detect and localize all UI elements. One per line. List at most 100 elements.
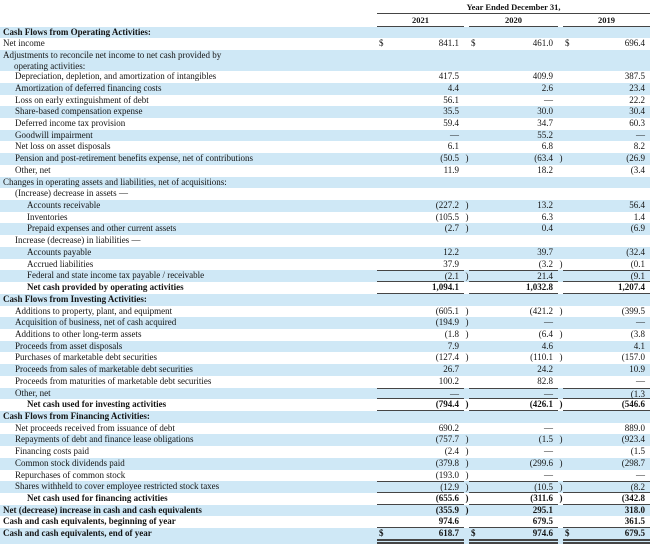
value-cell xyxy=(377,177,464,189)
row-label: Proceeds from sales of marketable debt s… xyxy=(0,364,377,376)
value: 1,207.4 xyxy=(575,282,650,293)
dollar-sign xyxy=(469,259,481,271)
value: 974.6 xyxy=(481,528,558,539)
dollar-sign xyxy=(469,352,481,364)
row-label: (Increase) decrease in assets — xyxy=(0,188,377,200)
value-cell: 34.7 xyxy=(469,118,558,130)
value: 35.5 xyxy=(389,106,464,118)
year-column-2019: 2019 xyxy=(563,15,650,27)
value: 11.9 xyxy=(389,165,464,177)
dollar-sign xyxy=(563,482,575,492)
dollar-sign xyxy=(377,516,389,527)
value-cell: 22.2 xyxy=(563,95,650,107)
value-cell: (605.1) xyxy=(377,306,464,318)
value-cell: (1.5) xyxy=(469,434,558,446)
value-cell: 361.5 xyxy=(563,516,650,528)
row-label: Share-based compensation expense xyxy=(0,106,377,118)
dollar-sign xyxy=(377,200,389,212)
dollar-sign: $ xyxy=(563,528,575,539)
dollar-sign: $ xyxy=(377,38,389,50)
dollar-sign xyxy=(563,271,575,281)
value-cell xyxy=(563,50,650,71)
value: 30.0 xyxy=(481,106,558,118)
value-cell xyxy=(377,235,464,247)
value-cell: (379.8) xyxy=(377,458,464,470)
value-cell: (421.2) xyxy=(469,306,558,318)
dollar-sign xyxy=(377,423,389,435)
table-row: Adjustments to reconcile net income to n… xyxy=(0,50,650,71)
dollar-sign xyxy=(469,282,481,293)
value: (32.4) xyxy=(575,247,650,259)
value: 56.4 xyxy=(575,200,650,212)
dollar-sign xyxy=(377,446,389,458)
value-cell: 39.7 xyxy=(469,247,558,259)
dollar-sign xyxy=(377,505,389,517)
value: (6.9) xyxy=(575,223,650,235)
dollar-sign xyxy=(377,259,389,271)
dollar-sign xyxy=(377,470,389,482)
value: (426.1) xyxy=(481,399,558,410)
value: (379.8) xyxy=(389,458,464,470)
table-row: Acquisition of business, net of cash acq… xyxy=(0,317,650,329)
value-cell: — xyxy=(469,317,558,329)
value-cell: 56.1 xyxy=(377,95,464,107)
row-label: Prepaid expenses and other current asset… xyxy=(0,223,377,235)
value-cell xyxy=(563,188,650,200)
value-cell: — xyxy=(563,470,650,482)
dollar-sign xyxy=(563,341,575,353)
dollar-sign xyxy=(377,95,389,107)
value: — xyxy=(481,446,558,458)
value: (194.9) xyxy=(389,317,464,329)
value: (546.6) xyxy=(575,399,650,410)
value-cell: (26.9) xyxy=(563,153,650,165)
dollar-sign xyxy=(563,389,575,399)
value: 409.9 xyxy=(481,71,558,83)
value-cell: — xyxy=(563,376,650,388)
dollar-sign xyxy=(377,399,389,410)
value-cell: 387.5 xyxy=(563,71,650,83)
value-cell: (6.9) xyxy=(563,223,650,235)
value-cell: 11.9 xyxy=(377,165,464,177)
value: 4.1 xyxy=(575,341,650,353)
value-cell: (10.5) xyxy=(469,481,558,493)
dollar-sign: $ xyxy=(563,38,575,50)
value: (193.0) xyxy=(389,470,464,482)
value: (605.1) xyxy=(389,306,464,318)
value-cell: 417.5 xyxy=(377,71,464,83)
row-label: Accrued liabilities xyxy=(0,259,377,271)
value-cell xyxy=(469,188,558,200)
value-cell: — xyxy=(563,317,650,329)
value: (8.2) xyxy=(575,482,650,492)
value-cell: 55.2 xyxy=(469,130,558,142)
value-cell: 6.8 xyxy=(469,141,558,153)
table-row: Net cash used for financing activities(6… xyxy=(0,493,650,505)
value: (3.8) xyxy=(575,329,650,341)
table-row: Repayments of debt and finance lease obl… xyxy=(0,434,650,446)
value-cell: 24.2 xyxy=(469,364,558,376)
value: 0.4 xyxy=(481,223,558,235)
dollar-sign xyxy=(563,130,575,142)
value-cell xyxy=(563,235,650,247)
row-label: Shares withheld to cover employee restri… xyxy=(0,481,377,493)
value-cell xyxy=(469,27,558,39)
dollar-sign xyxy=(563,282,575,293)
value-cell: 6.3 xyxy=(469,212,558,224)
row-label: Other, net xyxy=(0,165,377,177)
row-label: Inventories xyxy=(0,212,377,224)
table-row: Additions to property, plant, and equipm… xyxy=(0,306,650,318)
dollar-sign xyxy=(563,212,575,224)
table-row: Net (decrease) increase in cash and cash… xyxy=(0,505,650,517)
value: 82.8 xyxy=(481,376,558,388)
dollar-sign xyxy=(469,95,481,107)
dollar-sign xyxy=(469,223,481,235)
value-cell: (12.9) xyxy=(377,481,464,493)
dollar-sign xyxy=(469,106,481,118)
table-row: Net income$841.1$461.0$696.4 xyxy=(0,38,650,50)
value: — xyxy=(481,470,558,482)
header-label-spacer xyxy=(0,2,377,27)
dollar-sign xyxy=(377,71,389,83)
dollar-sign xyxy=(469,516,481,527)
dollar-sign xyxy=(377,212,389,224)
dollar-sign: $ xyxy=(469,38,481,50)
